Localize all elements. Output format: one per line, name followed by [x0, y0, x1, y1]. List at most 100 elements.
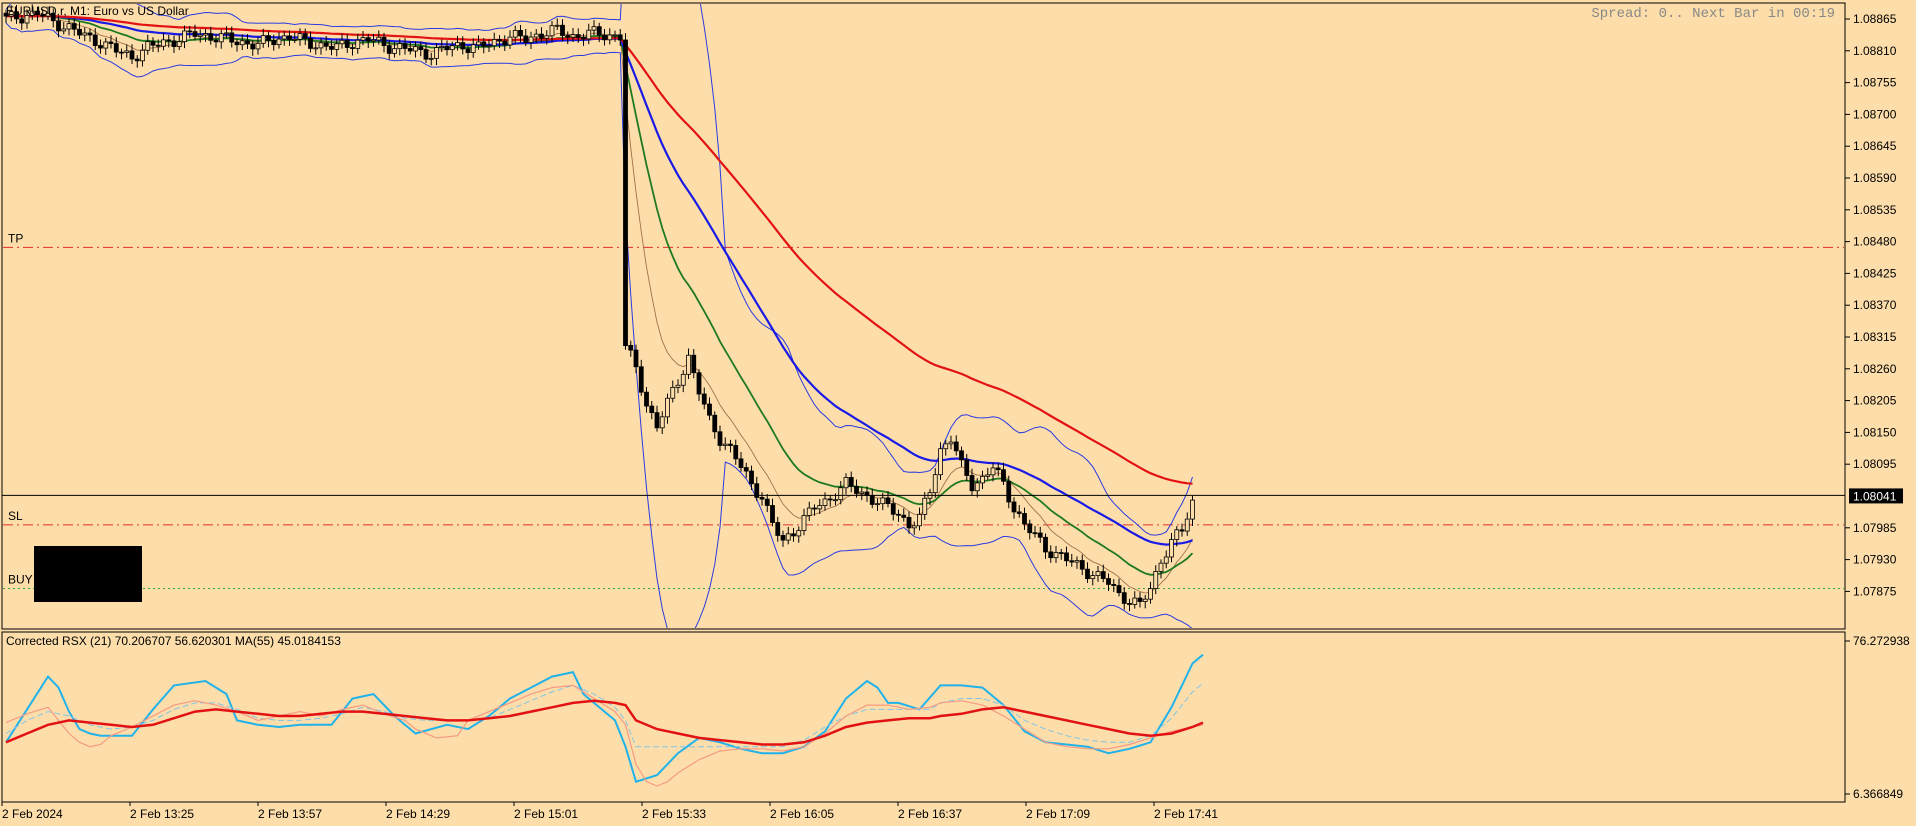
- candle-body: [917, 513, 922, 527]
- candle-body: [56, 20, 61, 32]
- candle-body: [145, 41, 151, 51]
- candle-body: [922, 497, 928, 515]
- candle-body: [418, 46, 424, 51]
- candle-body: [1069, 560, 1075, 563]
- candle-body: [854, 485, 859, 494]
- candle-body: [360, 37, 366, 41]
- candle-body: [281, 35, 287, 40]
- candle-body: [911, 525, 917, 529]
- rsx-series-2-line: [5, 684, 1204, 787]
- candle-body: [3, 12, 9, 17]
- candle-body: [266, 35, 271, 41]
- candle-body: [1011, 501, 1017, 513]
- candle-body: [1048, 551, 1054, 559]
- candle-body: [817, 505, 823, 510]
- candle-body: [896, 513, 901, 516]
- candle-body: [1100, 571, 1106, 579]
- candle-body: [1032, 532, 1038, 535]
- candle-body: [775, 522, 781, 536]
- candle-body: [985, 474, 991, 477]
- price-tick-label: 1.08700: [1853, 107, 1897, 121]
- candle-body: [465, 48, 471, 53]
- candle-body: [523, 35, 529, 43]
- candle-body: [638, 366, 644, 393]
- candle-body: [297, 33, 303, 40]
- candle-body: [749, 470, 754, 485]
- candle-body: [869, 495, 875, 505]
- candle-body: [1163, 556, 1169, 564]
- candle-body: [82, 32, 88, 36]
- candle-body: [1037, 532, 1043, 538]
- candle-body: [245, 40, 250, 45]
- candle-body: [701, 393, 707, 405]
- candle-body: [476, 41, 481, 46]
- candle-body: [801, 515, 807, 531]
- candle-body: [733, 445, 739, 460]
- price-tick-label: 1.08425: [1853, 266, 1897, 280]
- candle-body: [14, 11, 19, 20]
- candle-body: [1184, 518, 1190, 532]
- candle-body: [686, 354, 691, 375]
- candle-body: [848, 477, 854, 487]
- candle-body: [633, 349, 639, 368]
- candle-body: [623, 39, 628, 347]
- candle-body: [182, 30, 187, 43]
- time-tick-label: 2 Feb 16:37: [898, 807, 962, 821]
- candle-body: [712, 414, 718, 433]
- candle-body: [1132, 597, 1138, 605]
- candle-body: [192, 31, 198, 37]
- order-panel-box[interactable]: [34, 546, 142, 602]
- candle-body: [71, 23, 77, 30]
- candle-body: [554, 24, 560, 27]
- trade-levels-layer: TP SL BUY: [3, 231, 1844, 590]
- candle-body: [134, 58, 140, 62]
- price-tick-label: 1.08645: [1853, 139, 1897, 153]
- candle-body: [1142, 598, 1148, 602]
- candle-body: [239, 40, 245, 46]
- candle-body: [539, 33, 544, 39]
- candle-body: [197, 34, 203, 37]
- indicator-label: Corrected RSX (21) 70.206707 56.620301 M…: [6, 634, 341, 648]
- candle-body: [806, 507, 812, 516]
- candle-body: [470, 44, 476, 53]
- candle-body: [502, 40, 508, 46]
- candle-body: [938, 448, 943, 476]
- candle-body: [77, 28, 82, 36]
- candle-body: [885, 497, 891, 505]
- candle-body: [1053, 552, 1059, 559]
- price-tick-label: 1.08260: [1853, 362, 1897, 376]
- candle-body: [549, 25, 555, 37]
- candle-body: [717, 431, 723, 446]
- candle-body: [1127, 603, 1132, 605]
- candle-body: [1169, 539, 1174, 558]
- candle-body: [596, 26, 602, 36]
- candle-body: [213, 39, 219, 43]
- rsx-series-3-line: [5, 699, 1204, 746]
- candle-body: [696, 372, 702, 395]
- time-tick-label: 2 Feb 15:33: [642, 807, 706, 821]
- candle-body: [644, 391, 649, 407]
- ma-red-line: [5, 14, 1193, 485]
- candle-body: [329, 45, 334, 50]
- indicator-tick-label: 6.366849: [1853, 787, 1903, 801]
- candle-body: [843, 477, 849, 489]
- candle-body: [407, 48, 413, 52]
- candle-body: [371, 39, 376, 42]
- candle-body: [318, 42, 324, 49]
- candle-body: [402, 43, 408, 49]
- candle-body: [875, 503, 880, 506]
- candle-body: [990, 467, 996, 476]
- candle-body: [617, 34, 623, 41]
- ma-blue-line: [5, 14, 1193, 546]
- candle-body: [1174, 529, 1180, 540]
- rsx-series-1-line: [5, 682, 1204, 748]
- price-tick-label: 1.08095: [1853, 457, 1897, 471]
- candle-body: [150, 41, 156, 46]
- candle-body: [743, 467, 749, 472]
- candle-body: [770, 505, 775, 523]
- candle-body: [665, 397, 670, 418]
- candle-body: [906, 517, 912, 529]
- candle-body: [355, 39, 361, 49]
- price-tick-label: 1.07875: [1853, 584, 1897, 598]
